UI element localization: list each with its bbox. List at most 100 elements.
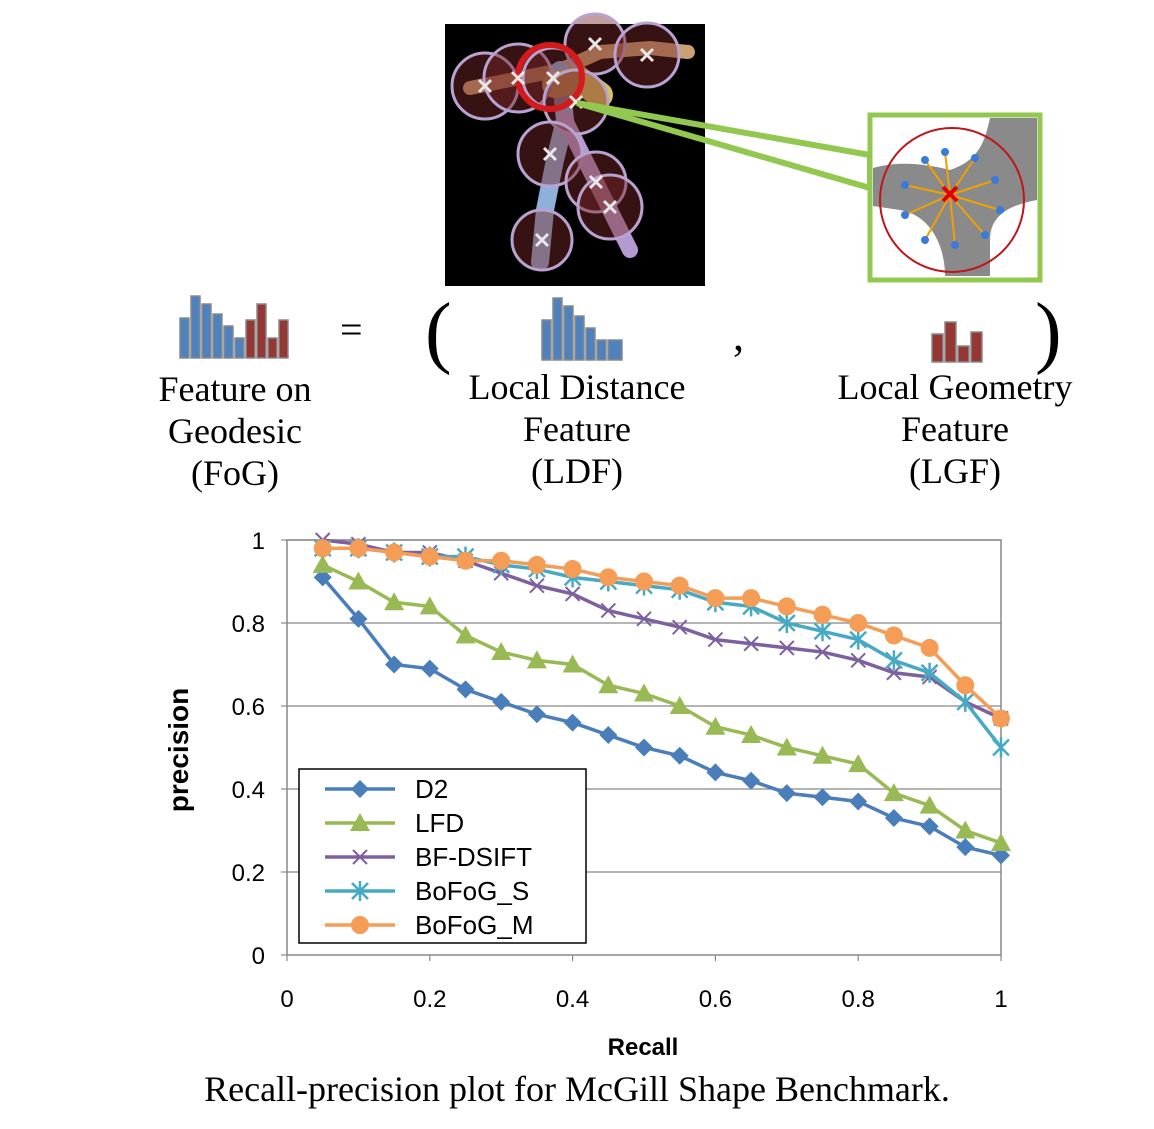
comma: ,	[733, 311, 744, 360]
data-point	[742, 771, 761, 790]
recall-precision-chart: 0 0.2 0.4 0.6 0.8 1 0 0.2 0.4 0.6 0.8 1 Recall precis…	[163, 528, 1011, 1061]
ldf-histogram-icon	[541, 297, 623, 361]
legend-label: BoFoG_S	[415, 876, 529, 906]
data-point	[777, 613, 796, 633]
close-paren: )	[1035, 288, 1062, 376]
data-point	[492, 692, 511, 711]
series-bofog-m	[313, 539, 1010, 728]
y-axis-label: precision	[163, 688, 194, 812]
data-point	[636, 611, 652, 627]
data-point	[849, 629, 868, 650]
data-point	[600, 602, 617, 619]
data-point	[705, 716, 726, 735]
data-point	[599, 568, 618, 587]
y-tick-label: 0.4	[232, 777, 265, 804]
equals-sign: =	[340, 307, 363, 352]
normal-vectors	[901, 148, 1004, 249]
data-point	[992, 737, 1010, 758]
data-point	[384, 592, 405, 611]
data-point	[706, 589, 725, 608]
data-point	[670, 576, 689, 595]
data-point	[742, 589, 761, 608]
x-tick-label: 1	[994, 986, 1007, 1013]
lgf-histogram-icon	[931, 321, 983, 363]
legend-swatch-marker	[351, 881, 369, 901]
figure-caption: Recall-precision plot for McGill Shape B…	[204, 1069, 950, 1109]
data-point	[420, 547, 439, 566]
data-point	[455, 625, 476, 644]
data-point	[634, 683, 654, 702]
data-point	[812, 745, 833, 764]
data-point	[635, 572, 653, 591]
x-tick-label: 0	[280, 986, 293, 1013]
data-point	[955, 820, 976, 839]
data-point	[777, 784, 796, 803]
data-point	[850, 652, 866, 669]
ldf-label-line1: Local Distance	[468, 367, 686, 407]
data-point	[884, 626, 903, 645]
data-point	[885, 650, 903, 671]
open-paren: (	[425, 288, 452, 376]
data-point	[563, 713, 582, 732]
data-point	[670, 746, 689, 765]
lgf-label-line3: (LGF)	[909, 451, 1001, 491]
data-point	[920, 662, 939, 683]
legend-label: BF-DSIFT	[415, 842, 532, 872]
series-lfd	[312, 554, 1011, 851]
data-point	[529, 577, 545, 594]
x-tick-label: 0.6	[699, 986, 732, 1013]
data-point	[920, 638, 939, 657]
data-point	[456, 680, 475, 699]
data-point	[313, 568, 332, 587]
y-tick-label: 0	[252, 943, 265, 970]
y-tick-label: 0.8	[232, 611, 265, 638]
lgf-label: Local Geometry Feature (LGF)	[800, 366, 1110, 492]
data-point	[671, 619, 688, 635]
data-point	[849, 792, 868, 811]
data-point	[492, 551, 511, 570]
data-point	[385, 543, 404, 562]
data-point	[419, 596, 440, 615]
legend-label: D2	[415, 774, 448, 804]
data-point	[779, 640, 795, 656]
lgf-label-line2: Feature	[901, 409, 1009, 449]
data-point	[706, 763, 725, 782]
data-point	[349, 609, 368, 628]
fog-label: Feature on Geodesic (FoG)	[110, 368, 360, 494]
x-axis-label: Recall	[608, 1034, 679, 1061]
series-line	[322, 546, 1003, 749]
data-point	[814, 644, 831, 660]
legend-swatch-marker	[351, 780, 369, 798]
data-point	[456, 551, 475, 570]
legend-swatch-marker	[351, 916, 369, 934]
data-point	[420, 659, 439, 678]
data-point	[920, 817, 939, 836]
data-point	[669, 696, 690, 714]
legend-swatch-marker	[350, 813, 370, 831]
data-point	[884, 809, 903, 828]
x-tick-label: 0.8	[842, 986, 875, 1013]
ldf-label: Local Distance Feature (LDF)	[437, 366, 717, 492]
fog-label-line3: (FoG)	[191, 453, 279, 493]
legend-swatch-marker	[352, 849, 368, 865]
legend: D2 LFD BF-DSIFT BoFoG_S BoFoG_M	[298, 768, 587, 944]
data-point	[776, 737, 797, 756]
lgf-label-line1: Local Geometry	[837, 367, 1073, 407]
geodesic-figure	[445, 12, 1043, 286]
data-point	[491, 642, 512, 661]
data-point	[813, 621, 832, 642]
y-tick-label: 1	[252, 528, 265, 555]
y-tick-label: 0.6	[232, 694, 265, 721]
y-tick-label: 0.2	[232, 860, 265, 887]
ldf-label-line3: (LDF)	[531, 451, 623, 491]
data-point	[349, 539, 368, 558]
data-point	[956, 676, 975, 695]
x-tick-label: 0.2	[413, 986, 446, 1013]
data-point	[956, 838, 975, 857]
data-point	[564, 586, 581, 602]
fog-histogram-icon	[179, 295, 289, 359]
legend-label: BoFoG_M	[415, 910, 534, 940]
data-point	[313, 539, 332, 558]
data-point	[707, 631, 724, 648]
data-point	[886, 665, 902, 681]
